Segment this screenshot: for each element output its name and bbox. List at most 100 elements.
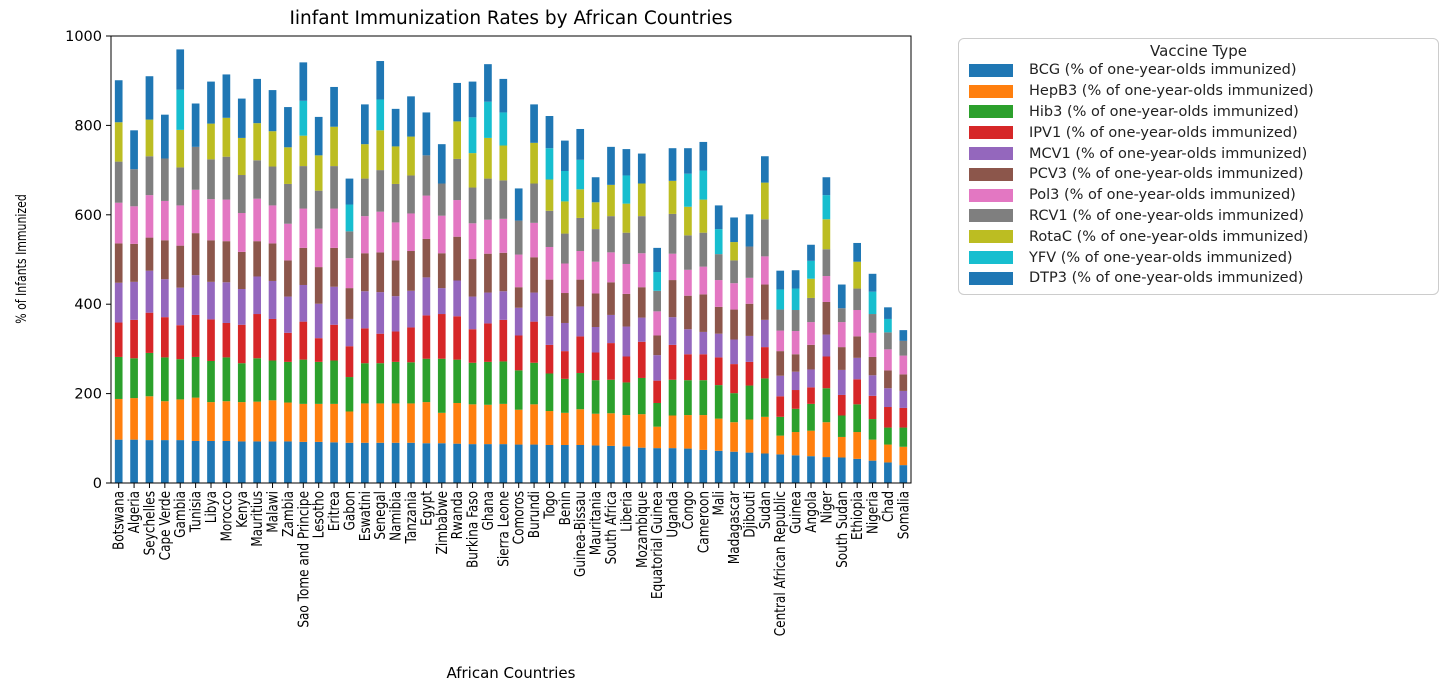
bar-segment: [345, 258, 354, 289]
bar-segment: [145, 440, 154, 483]
legend-label: MCV1 (% of one-year-olds immunized): [1029, 145, 1308, 162]
bar-segment: [545, 116, 554, 149]
legend-items: BCG (% of one-year-olds immunized) HepB3 …: [959, 60, 1438, 289]
x-tick-label: Burundi: [526, 491, 544, 538]
bar-segment: [530, 292, 538, 322]
bar-segment: [499, 180, 508, 219]
y-tick-label: 600: [74, 208, 102, 224]
bar-segment: [499, 112, 508, 146]
bar-segment: [899, 407, 908, 428]
bar-segment: [114, 398, 123, 440]
bar-segment: [761, 319, 769, 348]
bar-segment: [714, 357, 723, 386]
bar-segment: [714, 385, 723, 419]
x-tick-label: Ethiopia: [849, 491, 867, 540]
bar-segment: [284, 147, 292, 184]
x-tick-label: Mozambique: [633, 491, 651, 568]
bar-segment: [253, 358, 261, 402]
bar-segment: [391, 442, 400, 483]
bar-segment: [668, 317, 677, 345]
bar-segment: [607, 252, 615, 283]
bar-segment: [453, 402, 461, 444]
bar-segment: [376, 99, 385, 131]
bar-segment: [530, 362, 538, 405]
legend-label: HepB3 (% of one-year-olds immunized): [1029, 83, 1314, 100]
bar-segment: [314, 403, 323, 442]
bar-segment: [637, 183, 646, 217]
bar-segment: [391, 296, 400, 332]
bar-segment: [145, 156, 154, 196]
bar-segment: [361, 363, 369, 404]
bar-segment: [822, 356, 831, 389]
bar-segment: [484, 323, 492, 362]
bar-segment: [422, 238, 431, 278]
bar-segment: [776, 351, 785, 376]
bar-segment: [176, 325, 185, 360]
bar-segment: [222, 440, 231, 483]
x-tick-label: Angola: [803, 491, 821, 533]
bar-segment: [130, 130, 138, 170]
bar-segment: [668, 180, 677, 214]
bar-segment: [868, 375, 877, 396]
bar-segment: [761, 219, 769, 257]
bar-segment: [730, 260, 738, 284]
bar-segment: [530, 104, 538, 143]
bar-segment: [837, 284, 846, 309]
bar-segment: [176, 49, 185, 90]
bar-segment: [684, 295, 692, 330]
bar-segment: [714, 450, 723, 483]
legend-label: IPV1 (% of one-year-olds immunized): [1029, 124, 1298, 141]
x-tick-label: Cape Verde: [156, 491, 174, 560]
bar-segment: [591, 293, 600, 327]
bar-segment: [561, 263, 569, 294]
bar-segment: [791, 455, 800, 483]
bar-segment: [207, 281, 215, 320]
bar-segment: [853, 404, 861, 433]
bar-segment: [253, 314, 261, 359]
y-axis: 0 200 400 600 800 1000: [65, 29, 111, 492]
bar-segment: [268, 243, 277, 281]
bar-segment: [422, 358, 431, 403]
bar-segment: [745, 246, 754, 278]
legend-item: HepB3 (% of one-year-olds immunized): [959, 81, 1438, 102]
bar-segment: [330, 86, 338, 127]
bar-segment: [207, 360, 215, 403]
bar-segment: [222, 357, 231, 402]
bar-segment: [314, 116, 323, 156]
legend-label: RotaC (% of one-year-olds immunized): [1029, 228, 1309, 245]
bar-segment: [684, 269, 692, 296]
bar-segment: [191, 233, 200, 276]
bar-segment: [499, 444, 508, 483]
bar-segment: [284, 296, 292, 333]
bar-segment: [576, 336, 585, 374]
bar-segment: [468, 404, 477, 445]
bar-segment: [899, 355, 908, 375]
bar-segment: [407, 362, 415, 404]
bar-segment: [807, 260, 815, 279]
bar-segment: [622, 415, 631, 447]
bar-segment: [391, 361, 400, 404]
bar-segment: [222, 74, 231, 118]
bar-segment: [653, 448, 661, 483]
bar-segment: [745, 303, 754, 336]
bar-segment: [561, 170, 569, 202]
bar-segment: [253, 160, 261, 199]
bar-segment: [222, 401, 231, 441]
bar-segment: [607, 146, 615, 185]
bar-segment: [422, 443, 431, 483]
bar-segment: [622, 232, 631, 264]
legend-item: Hib3 (% of one-year-olds immunized): [959, 102, 1438, 123]
bar-segment: [268, 166, 277, 206]
bar-segment: [730, 422, 738, 452]
bar-segment: [622, 263, 631, 294]
bar-segment: [268, 441, 277, 483]
bar-segment: [791, 408, 800, 433]
bar-segment: [607, 413, 615, 446]
x-axis-label: African Countries: [447, 664, 576, 682]
bar-segment: [453, 280, 461, 317]
bar-segment: [161, 279, 169, 318]
bar-segment: [176, 287, 185, 326]
bar-segment: [699, 232, 708, 267]
bar-segment: [684, 235, 692, 270]
